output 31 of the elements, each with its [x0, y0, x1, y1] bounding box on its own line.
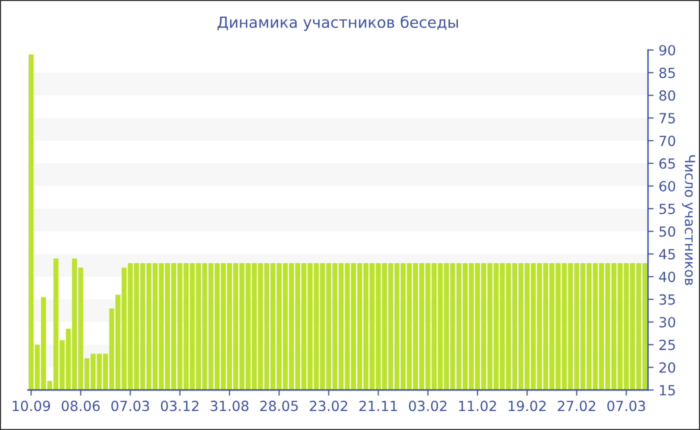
y-tick-label: 40 — [659, 272, 676, 282]
x-tick-label: 28.05 — [260, 400, 298, 412]
chart-title: Динамика участников беседы — [218, 16, 458, 31]
y-tick-label: 35 — [659, 294, 675, 305]
y-axis-title: Число участников — [682, 155, 696, 286]
x-tick-label: 19.02 — [508, 400, 546, 412]
y-tick-label: 25 — [659, 340, 675, 350]
x-tick-label: 21.11 — [359, 400, 397, 411]
x-tick-label: 11.02 — [459, 400, 496, 412]
y-tick-label: 90 — [659, 44, 676, 56]
x-tick-label: 08.06 — [62, 400, 100, 412]
y-tick-label: 75 — [660, 113, 675, 124]
y-tick-label: 70 — [660, 136, 676, 146]
x-tick-label: 07.03 — [111, 400, 150, 412]
x-tick-label: 10.09 — [12, 400, 50, 412]
y-tick-label: 20 — [659, 362, 676, 373]
y-tick-label: 30 — [659, 316, 676, 328]
y-tick-label: 80 — [659, 90, 676, 101]
x-tick-label: 03.02 — [408, 400, 446, 412]
y-tick-label: 60 — [659, 180, 676, 192]
x-tick-label: 07.03 — [607, 400, 646, 412]
y-tick-label: 45 — [659, 249, 675, 260]
y-tick-label: 55 — [659, 204, 675, 214]
y-tick-label: 15 — [660, 385, 675, 396]
x-tick-label: 27.02 — [558, 400, 596, 412]
x-tick-label: 03.12 — [160, 400, 198, 412]
x-tick-label: 23.02 — [310, 400, 348, 412]
y-tick-label: 50 — [659, 226, 676, 237]
y-tick-label: 85 — [659, 68, 675, 78]
x-tick-label: 31.08 — [210, 400, 248, 412]
y-tick-label: 65 — [659, 158, 675, 169]
